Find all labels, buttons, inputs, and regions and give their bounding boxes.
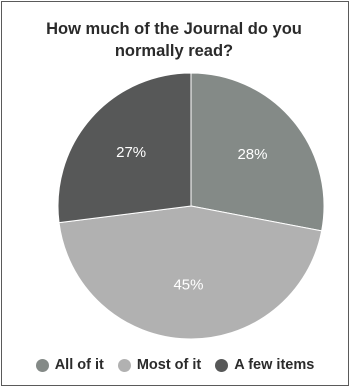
pie-label-a-few-items: 27% — [116, 144, 146, 161]
chart-title-line-1: How much of the Journal do you — [46, 20, 302, 38]
legend-label-all-of-it: All of it — [54, 357, 104, 373]
legend-label-most-of-it: Most of it — [136, 357, 202, 373]
chart-title-line-2: normally read? — [114, 42, 234, 60]
pie-slice-all-of-it — [190, 72, 325, 232]
legend-swatch-most-of-it — [117, 358, 131, 372]
pie-slice-labels: 28% 45% 27% — [116, 144, 267, 294]
pie-slices — [57, 72, 325, 340]
pie-slice-most-of-it — [58, 205, 323, 340]
pie-label-most-of-it: 45% — [173, 277, 203, 294]
legend-label-a-few-items: A few items — [234, 357, 315, 373]
legend-item-a-few-items: A few items — [215, 357, 314, 373]
legend-item-most-of-it: Most of it — [117, 357, 202, 373]
pie-slice-a-few-items — [57, 72, 192, 224]
chart-title: How much of the Journal do you normally … — [0, 18, 348, 62]
pie-label-all-of-it: 28% — [237, 146, 267, 163]
legend: All of it Most of it A few items — [0, 357, 350, 373]
legend-swatch-a-few-items — [215, 358, 229, 372]
legend-swatch-all-of-it — [35, 358, 49, 372]
legend-item-all-of-it: All of it — [35, 357, 104, 373]
